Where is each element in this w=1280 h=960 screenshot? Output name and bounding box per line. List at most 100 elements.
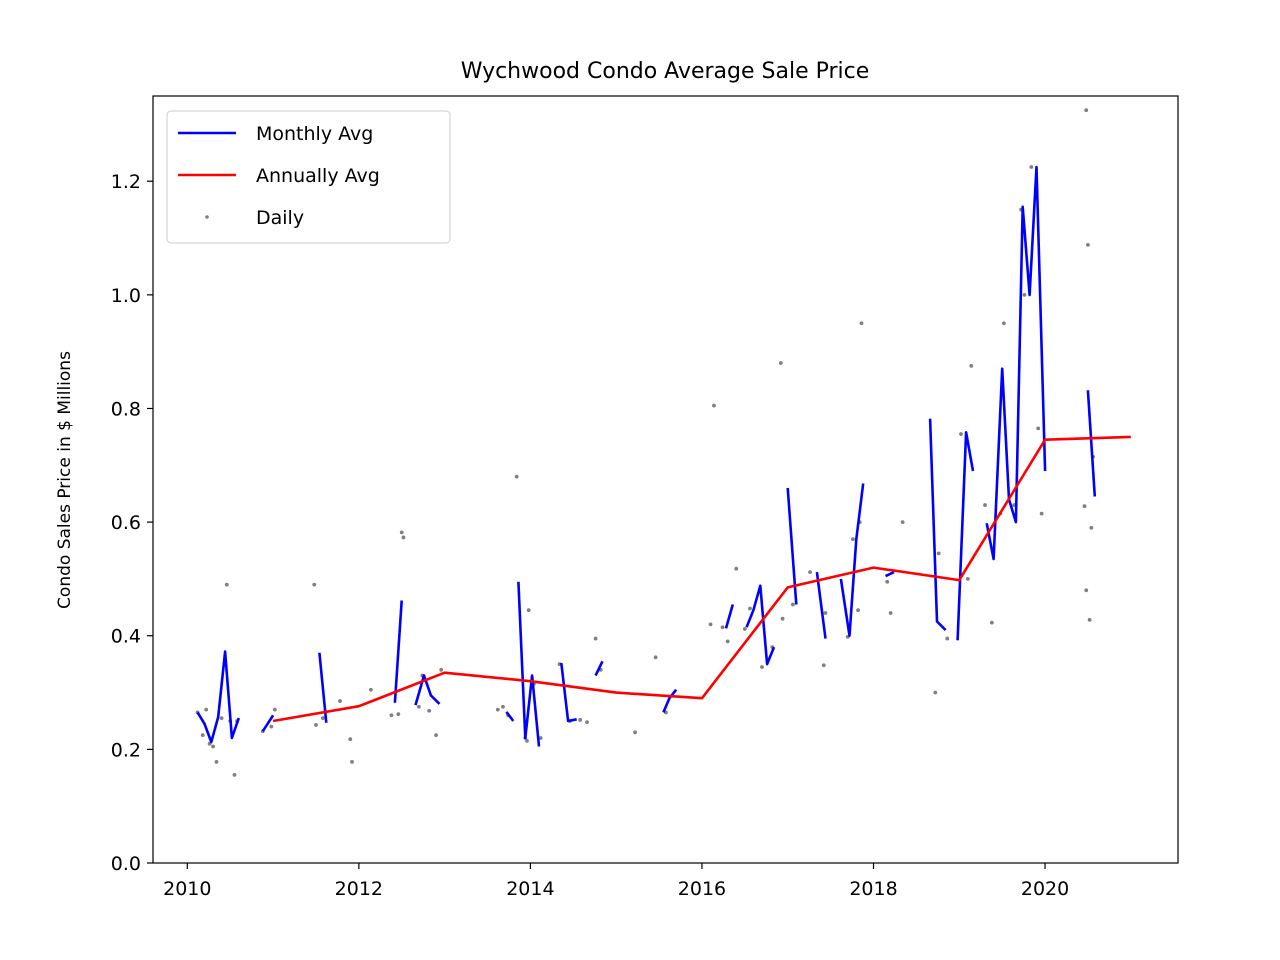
daily-point [526, 608, 531, 613]
x-tick-label: 2014 [506, 878, 554, 900]
y-axis-label: Condo Sales Price in $ Millions [55, 351, 75, 609]
daily-point [269, 724, 274, 729]
monthly-avg-line [839, 483, 865, 638]
legend-daily-swatch [205, 215, 209, 219]
daily-point [888, 611, 893, 615]
monthly-avg-line [1086, 390, 1097, 497]
monthly-avg-line [884, 570, 895, 578]
daily-point [434, 733, 438, 738]
y-tick-label: 0.4 [111, 626, 141, 648]
y-axis: 0.0 0.2 0.4 0.6 0.8 1.0 1.2 [111, 171, 153, 875]
daily-point [821, 663, 826, 668]
daily-point [725, 639, 730, 644]
monthly-avg-line [560, 662, 577, 723]
daily-point [808, 570, 812, 575]
legend-annual-label: Annually Avg [256, 165, 380, 187]
daily-point [1086, 242, 1090, 247]
monthly-avg-line [261, 714, 275, 732]
daily-point [859, 321, 864, 326]
daily-point [936, 551, 941, 556]
daily-point [965, 577, 970, 581]
monthly-avg-line [393, 600, 403, 703]
daily-point [1084, 108, 1089, 113]
annual-avg-series [272, 435, 1131, 723]
daily-point [224, 582, 229, 587]
daily-point [856, 608, 860, 613]
daily-point [823, 611, 828, 615]
monthly-avg-line [196, 650, 241, 744]
daily-point [885, 579, 890, 584]
daily-point [1087, 617, 1092, 622]
daily-point [578, 717, 583, 722]
daily-point [1089, 525, 1094, 530]
legend: Monthly Avg Annually Avg Daily [166, 110, 451, 244]
daily-point [983, 503, 987, 507]
daily-point [401, 535, 406, 540]
daily-point [538, 736, 543, 740]
y-tick-label: 0.2 [111, 739, 141, 761]
daily-point [900, 520, 905, 525]
daily-point [969, 363, 974, 368]
axes-frame [152, 95, 1179, 864]
daily-point [742, 627, 747, 631]
daily-point [720, 625, 725, 630]
daily-point [959, 432, 963, 436]
daily-point [780, 616, 785, 621]
monthly-avg-line [745, 584, 776, 666]
daily-point [232, 773, 237, 777]
daily-point [427, 708, 432, 713]
monthly-avg-line [928, 418, 947, 632]
daily-point [350, 759, 354, 764]
daily-point [1022, 292, 1027, 297]
daily-point [368, 687, 373, 692]
daily-point [525, 738, 529, 743]
y-tick-label: 1.2 [111, 171, 141, 193]
daily-point [748, 606, 752, 611]
x-tick-label: 2020 [1021, 878, 1069, 900]
daily-point [272, 707, 277, 712]
daily-point [219, 716, 224, 721]
x-axis: 2010 2012 2014 2016 2018 2020 [163, 863, 1069, 900]
daily-point [1039, 511, 1044, 516]
daily-point [1029, 165, 1034, 169]
daily-scatter-series [195, 108, 1095, 777]
x-tick-label: 2016 [678, 878, 726, 900]
y-tick-label: 1.0 [111, 285, 141, 307]
monthly-avg-line [414, 674, 441, 706]
monthly-avg-line [662, 688, 678, 713]
daily-point [1082, 504, 1087, 509]
daily-point [396, 712, 401, 717]
daily-point [314, 723, 318, 727]
daily-point [933, 690, 938, 695]
y-tick-label: 0.0 [111, 853, 141, 875]
daily-point [945, 636, 950, 641]
monthly-avg-line [505, 711, 515, 722]
daily-point [1036, 426, 1041, 431]
monthly-avg-series [196, 165, 1097, 747]
daily-point [338, 699, 342, 703]
monthly-avg-line [517, 581, 541, 747]
daily-point [348, 737, 353, 742]
annual-avg-line [272, 435, 1131, 723]
daily-point [712, 403, 716, 408]
legend-monthly-label: Monthly Avg [256, 123, 373, 145]
monthly-avg-line [724, 604, 735, 629]
daily-point [389, 713, 394, 718]
legend-daily-label: Daily [256, 207, 304, 229]
daily-point [1001, 321, 1006, 326]
daily-point [439, 667, 444, 672]
chart-title: Wychwood Condo Average Sale Price [461, 59, 870, 84]
x-tick-label: 2018 [849, 878, 897, 900]
daily-point [312, 582, 317, 587]
daily-point [760, 665, 764, 669]
daily-point [399, 530, 404, 535]
daily-point [989, 620, 994, 625]
daily-point [204, 707, 209, 712]
daily-point [416, 704, 421, 709]
y-tick-label: 0.8 [111, 398, 141, 420]
daily-point [653, 655, 658, 660]
x-tick-label: 2012 [335, 878, 383, 900]
daily-point [214, 759, 219, 764]
daily-point [495, 707, 500, 712]
